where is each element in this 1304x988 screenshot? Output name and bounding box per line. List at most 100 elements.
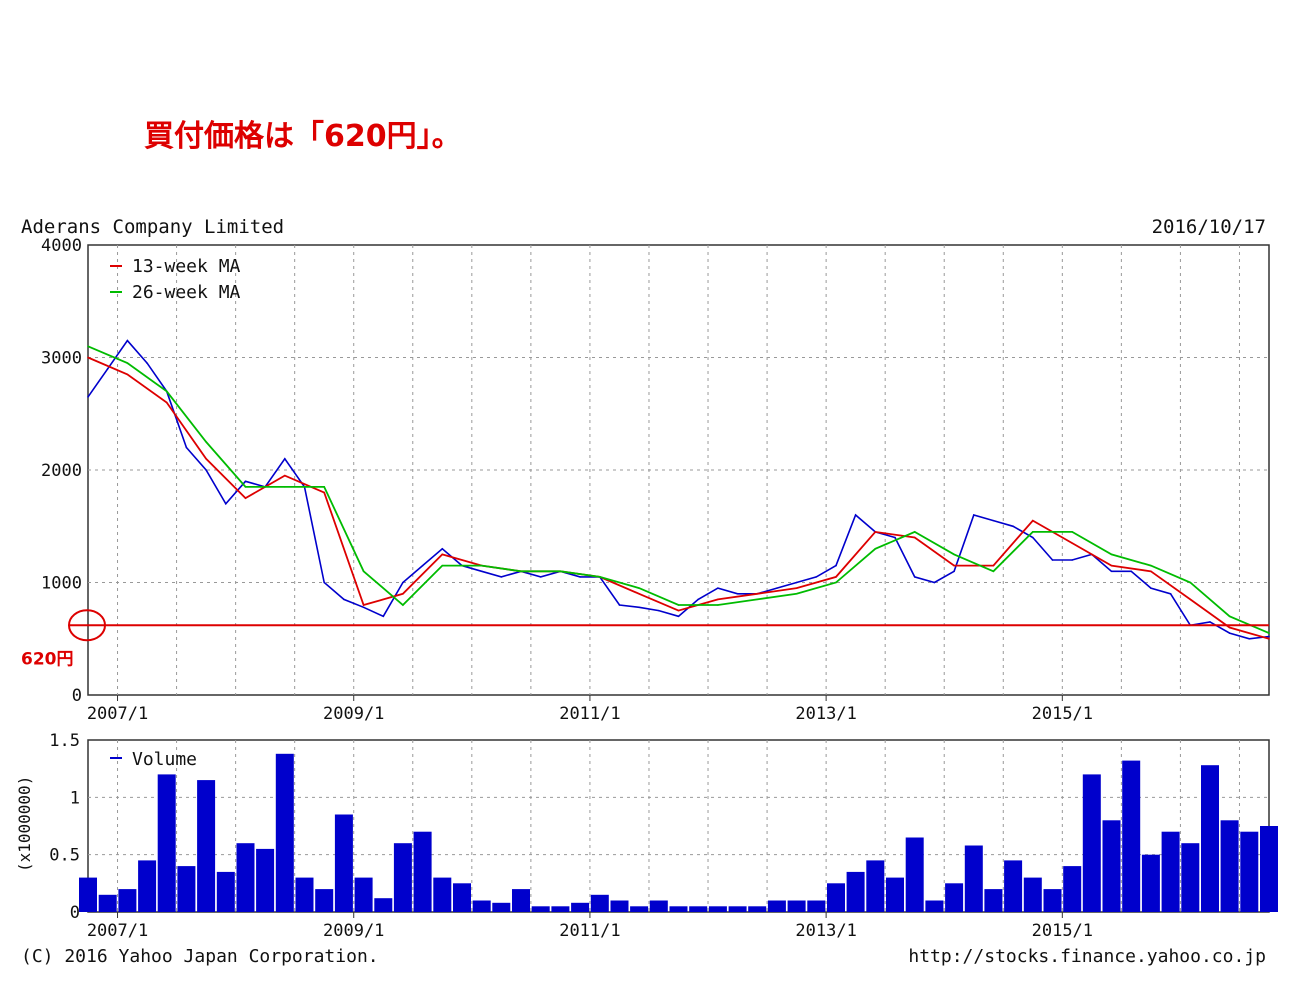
data-point-ma26 — [323, 486, 326, 488]
data-point-ma13 — [677, 609, 680, 612]
volume-bar — [1201, 765, 1219, 912]
volume-bar — [846, 871, 865, 912]
data-point-price — [717, 587, 719, 589]
data-point-price — [933, 581, 936, 584]
data-point-ma26 — [795, 592, 798, 595]
data-point-price — [106, 367, 109, 370]
volume-bar — [433, 877, 452, 912]
volume-bar — [472, 900, 491, 912]
volume-bar — [236, 843, 255, 912]
data-point-ma13 — [795, 587, 798, 589]
data-point-price — [697, 598, 699, 601]
volume-x-tick-label: 2013/1 — [795, 921, 856, 941]
volume-bar — [1043, 889, 1062, 912]
data-point-ma13 — [323, 491, 326, 494]
volume-bar — [374, 898, 393, 912]
volume-bar — [886, 877, 904, 912]
data-point-ma26 — [205, 441, 207, 443]
volume-bar — [1161, 831, 1180, 912]
volume-x-tick-label: 2007/1 — [87, 921, 148, 941]
volume-bar — [590, 894, 609, 912]
volume-y-tick-label: 0 — [70, 903, 80, 923]
data-point-ma26 — [559, 570, 562, 573]
data-point-ma26 — [165, 390, 168, 393]
data-point-ma26 — [480, 564, 483, 567]
data-point-price — [854, 514, 857, 516]
data-point-price — [638, 606, 640, 609]
volume-bar — [197, 780, 216, 912]
data-point-ma26 — [1228, 615, 1231, 618]
price-series-lines — [87, 339, 1270, 640]
data-point-ma13 — [1071, 542, 1073, 544]
footer-copyright: (C) 2016 Yahoo Japan Corporation. — [21, 946, 379, 967]
volume-y-tick-label: 1 — [70, 788, 80, 808]
legend-label-volume: Volume — [132, 749, 197, 770]
data-point-price — [1209, 621, 1211, 623]
data-point-ma26 — [441, 564, 444, 567]
volume-bar — [945, 883, 964, 912]
data-point-ma13 — [1110, 564, 1113, 567]
data-point-ma26 — [913, 531, 916, 533]
volume-bar — [1122, 760, 1141, 912]
data-point-ma13 — [913, 536, 916, 539]
data-point-price — [1071, 559, 1073, 561]
price-x-tick-label: 2009/1 — [323, 704, 384, 724]
data-point-ma13 — [992, 564, 995, 567]
volume-bar — [807, 900, 826, 912]
data-point-price — [1248, 637, 1251, 640]
data-point-ma26 — [992, 570, 995, 573]
volume-bar — [256, 848, 275, 912]
volume-bar — [295, 877, 314, 912]
data-point-ma13 — [402, 592, 404, 595]
data-point-price — [1032, 536, 1034, 539]
volume-bar — [551, 906, 570, 912]
price-y-tick-label: 1000 — [41, 574, 82, 594]
volume-x-tick-label: 2011/1 — [559, 921, 620, 941]
volume-bar — [216, 871, 235, 912]
data-point-ma13 — [1150, 570, 1152, 573]
data-point-price — [1051, 559, 1054, 561]
data-point-ma13 — [1268, 637, 1270, 640]
volume-bar — [98, 894, 117, 912]
data-point-price — [224, 502, 227, 505]
volume-legend: Volume — [110, 749, 197, 770]
price-legend: 13-week MA 26-week MA — [110, 256, 241, 303]
data-point-ma13 — [1228, 626, 1231, 629]
data-point-ma13 — [1032, 519, 1034, 522]
volume-x-tick-label: 2015/1 — [1032, 921, 1093, 941]
data-point-ma26 — [87, 345, 89, 348]
data-point-ma13 — [205, 457, 207, 460]
price-x-tick-label: 2011/1 — [559, 704, 620, 724]
data-point-ma13 — [1189, 598, 1192, 601]
volume-bar — [531, 906, 550, 912]
volume-bar — [708, 906, 727, 912]
volume-bar — [1004, 860, 1023, 912]
data-point-price — [953, 570, 955, 573]
volume-bar — [138, 860, 157, 912]
data-point-ma26 — [874, 547, 877, 550]
volume-y-ticks: 0 0.5 1 1.5 — [49, 731, 80, 923]
volume-bar — [689, 906, 708, 912]
volume-bar — [905, 837, 924, 912]
volume-bar — [315, 889, 334, 912]
volume-bar — [512, 889, 530, 912]
data-point-ma26 — [756, 598, 759, 601]
volume-bar — [1260, 826, 1278, 912]
volume-y-tick-label: 1.5 — [49, 731, 80, 751]
data-point-price — [146, 362, 148, 364]
target-price-label: 620円 — [21, 649, 74, 669]
data-point-ma13 — [165, 401, 168, 404]
data-point-ma26 — [638, 587, 640, 589]
volume-x-tick-label: 2009/1 — [323, 921, 384, 941]
data-point-price — [382, 615, 385, 618]
data-point-price — [913, 576, 916, 578]
data-point-ma13 — [638, 592, 640, 595]
data-point-ma13 — [126, 373, 129, 376]
data-point-price — [323, 581, 326, 584]
data-point-price — [658, 609, 660, 612]
data-point-ma26 — [1268, 632, 1270, 634]
volume-bar — [767, 900, 786, 912]
footer-url: http://stocks.finance.yahoo.co.jp — [908, 946, 1266, 967]
data-point-price — [1169, 592, 1172, 595]
